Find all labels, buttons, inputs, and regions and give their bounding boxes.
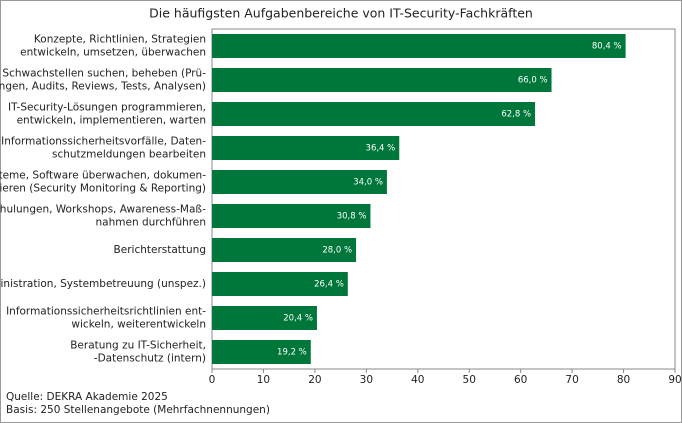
y-tick-label: Beratung zu IT-Sicherheit, -Datenschutz (… (70, 340, 206, 365)
y-tick-label: Informationssicherheitsvorfälle, Daten-s… (1, 136, 206, 161)
value-label: 30,8 % (337, 212, 367, 222)
basis-note: Basis: 250 Stellenangebote (Mehrfachnenn… (6, 404, 270, 416)
y-tick-label: IT-Security-Lösungen programmieren, entwi… (8, 102, 206, 127)
value-label: 36,4 % (366, 144, 396, 154)
bar (212, 204, 371, 228)
value-label: 28,0 % (322, 246, 352, 256)
value-label: 66,0 % (518, 76, 548, 86)
y-tick-label: Systeme, Software überwachen, dokumen-ti… (0, 170, 206, 195)
source-note: Quelle: DEKRA Akademie 2025 (6, 391, 168, 403)
x-tick-label: 0 (209, 374, 216, 386)
y-tick-label: Berichterstattung (114, 244, 206, 256)
x-tick-label: 90 (668, 374, 681, 386)
bar (212, 68, 552, 92)
bar (212, 170, 387, 194)
x-tick-label: 10 (257, 374, 270, 386)
value-label: 62,8 % (501, 110, 531, 120)
y-tick-label: Informationssicherheitsrichtlinien ent-w… (6, 306, 206, 331)
y-tick-label: Schwachstellen suchen, beheben (Prü-fung… (0, 68, 206, 93)
bar (212, 34, 626, 58)
y-tick-label: Konzepte, Richtlinien, Strategien entwick… (20, 34, 206, 59)
chart-title: Die häufigsten Aufgabenbereiche von IT-S… (149, 6, 533, 21)
x-tick-label: 40 (411, 374, 424, 386)
x-tick-label: 20 (308, 374, 321, 386)
x-tick-label: 30 (360, 374, 373, 386)
value-label: 20,4 % (283, 314, 313, 324)
plot-frame (211, 28, 676, 370)
x-tick-label: 60 (514, 374, 527, 386)
value-label: 34,0 % (353, 178, 383, 188)
x-tick-label: 50 (463, 374, 476, 386)
bar (212, 272, 348, 296)
bar (212, 306, 317, 330)
bar (212, 102, 536, 126)
x-tick-label: 70 (565, 374, 578, 386)
y-tick-label: Schulungen, Workshops, Awareness-Maß-nah… (0, 204, 206, 229)
value-label: 80,4 % (592, 42, 622, 52)
y-tick-label: IT-Administration, Systembetreuung (unsp… (0, 278, 206, 290)
bar (212, 238, 357, 262)
value-label: 19,2 % (277, 348, 307, 358)
bar (212, 340, 311, 364)
x-tick-label: 80 (617, 374, 630, 386)
bar (212, 136, 400, 160)
value-label: 26,4 % (314, 280, 344, 290)
